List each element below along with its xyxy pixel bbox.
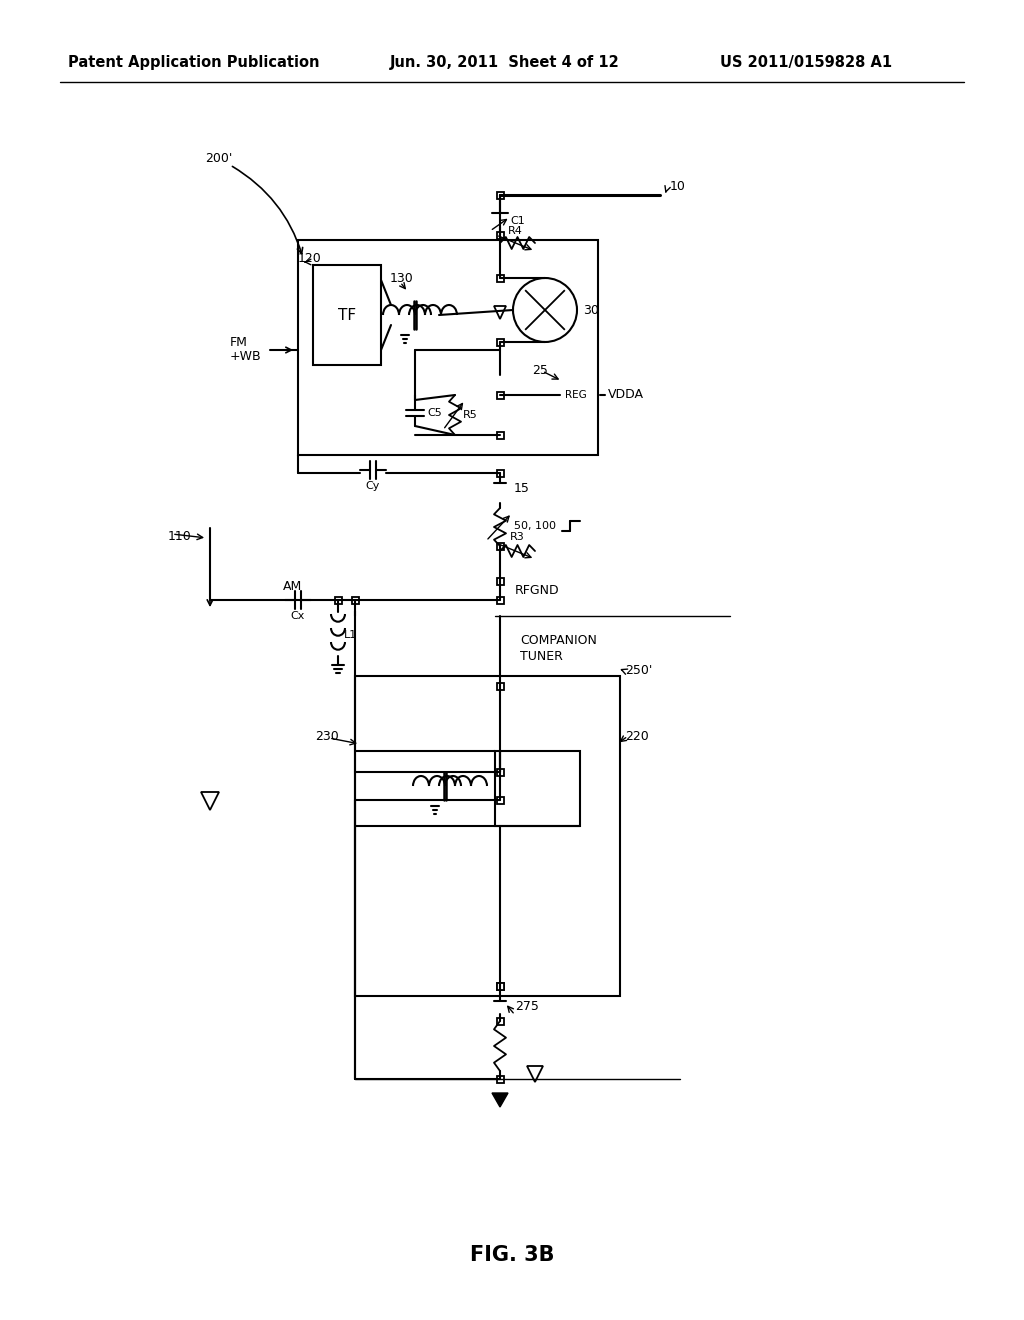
Bar: [497, 338, 504, 346]
Text: 10: 10: [670, 181, 686, 194]
Bar: [497, 597, 504, 603]
Bar: [495, 751, 580, 826]
Text: Cx: Cx: [290, 611, 304, 620]
Text: C5: C5: [427, 408, 441, 418]
Text: 130: 130: [390, 272, 414, 285]
Bar: [497, 191, 504, 198]
Polygon shape: [492, 1093, 508, 1107]
Bar: [335, 597, 341, 603]
Bar: [497, 231, 504, 239]
Text: RFGND: RFGND: [515, 585, 560, 598]
Text: US 2011/0159828 A1: US 2011/0159828 A1: [720, 54, 892, 70]
Text: Patent Application Publication: Patent Application Publication: [68, 54, 319, 70]
Text: R4: R4: [508, 226, 523, 236]
Text: L1: L1: [344, 630, 357, 640]
Bar: [497, 578, 504, 585]
Text: 200': 200': [205, 152, 232, 165]
Text: 30: 30: [583, 304, 599, 317]
Text: C1: C1: [510, 216, 524, 226]
Text: VDDA: VDDA: [608, 388, 644, 401]
Bar: [351, 597, 358, 603]
Text: Cy: Cy: [365, 480, 379, 491]
Text: 25: 25: [532, 363, 548, 376]
Bar: [497, 432, 504, 438]
Text: R3: R3: [510, 532, 524, 543]
Bar: [497, 392, 504, 399]
Text: FIG. 3B: FIG. 3B: [470, 1245, 554, 1265]
Bar: [497, 982, 504, 990]
Text: 50, 100: 50, 100: [514, 521, 556, 531]
Bar: [497, 796, 504, 804]
Text: 230: 230: [315, 730, 339, 742]
Bar: [497, 682, 504, 689]
Bar: [313, 265, 381, 366]
Bar: [497, 1076, 504, 1082]
Text: 120: 120: [298, 252, 322, 264]
Bar: [497, 982, 504, 990]
Text: 110: 110: [168, 529, 191, 543]
Text: FM: FM: [230, 337, 248, 350]
Text: TF: TF: [338, 308, 356, 322]
Bar: [298, 240, 598, 455]
Text: TUNER: TUNER: [520, 651, 563, 664]
Text: R5: R5: [463, 411, 478, 420]
Text: AM: AM: [283, 579, 302, 593]
Bar: [497, 1018, 504, 1024]
Text: Jun. 30, 2011  Sheet 4 of 12: Jun. 30, 2011 Sheet 4 of 12: [390, 54, 620, 70]
Text: 220: 220: [625, 730, 649, 742]
Bar: [497, 543, 504, 549]
Text: REG: REG: [565, 389, 587, 400]
Text: 250': 250': [625, 664, 652, 677]
Bar: [355, 676, 620, 997]
Text: +WB: +WB: [230, 351, 261, 363]
Bar: [497, 768, 504, 776]
Bar: [497, 470, 504, 477]
Text: COMPANION: COMPANION: [520, 635, 597, 648]
Text: 15: 15: [514, 483, 529, 495]
Text: 275: 275: [515, 1001, 539, 1014]
Bar: [497, 275, 504, 281]
